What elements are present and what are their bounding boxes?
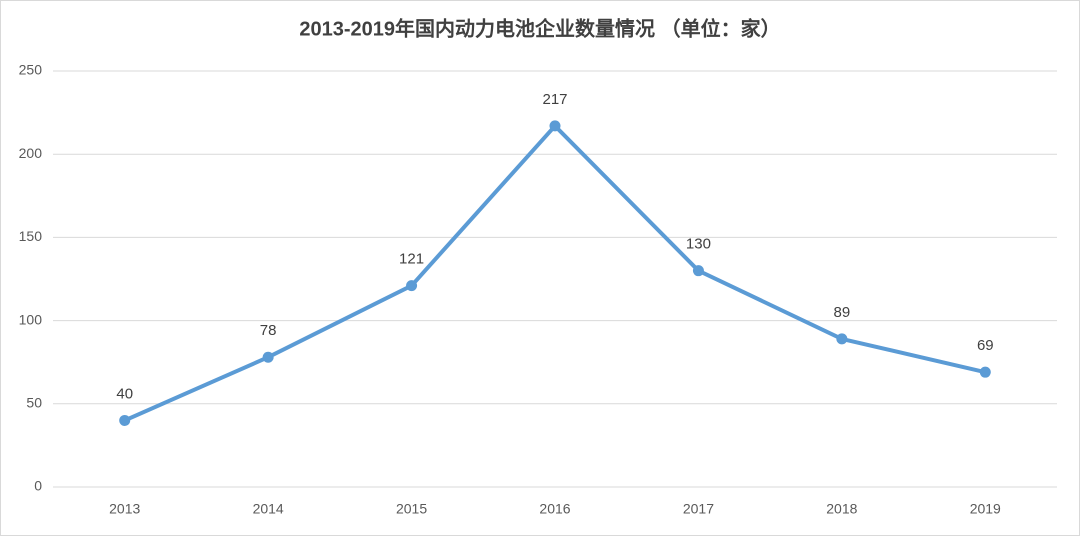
x-tick-label: 2018: [826, 501, 857, 517]
y-tick-label: 100: [19, 311, 43, 327]
x-tick-label: 2015: [396, 501, 427, 517]
value-label: 130: [686, 236, 711, 253]
data-point: [406, 280, 418, 292]
value-label: 40: [116, 385, 133, 402]
y-tick-label: 0: [34, 478, 42, 494]
data-point: [836, 333, 848, 345]
value-label: 69: [977, 337, 994, 354]
x-tick-label: 2017: [683, 501, 714, 517]
y-tick-label: 250: [19, 62, 43, 78]
value-label: 121: [399, 251, 424, 268]
y-tick-label: 50: [26, 395, 42, 411]
x-tick-label: 2016: [539, 501, 570, 517]
data-point: [979, 366, 991, 378]
data-point: [119, 414, 131, 426]
x-tick-label: 2019: [970, 501, 1001, 517]
x-tick-label: 2013: [109, 501, 140, 517]
value-label: 89: [834, 304, 851, 321]
value-label: 217: [542, 91, 567, 108]
data-point: [692, 265, 704, 277]
data-point: [549, 120, 561, 132]
chart-title: 2013-2019年国内动力电池企业数量情况 （单位：家）: [299, 16, 780, 40]
y-tick-label: 150: [19, 228, 43, 244]
y-tick-label: 200: [19, 145, 43, 161]
data-point: [262, 351, 274, 363]
x-tick-label: 2014: [253, 501, 284, 517]
value-label: 78: [260, 322, 277, 339]
